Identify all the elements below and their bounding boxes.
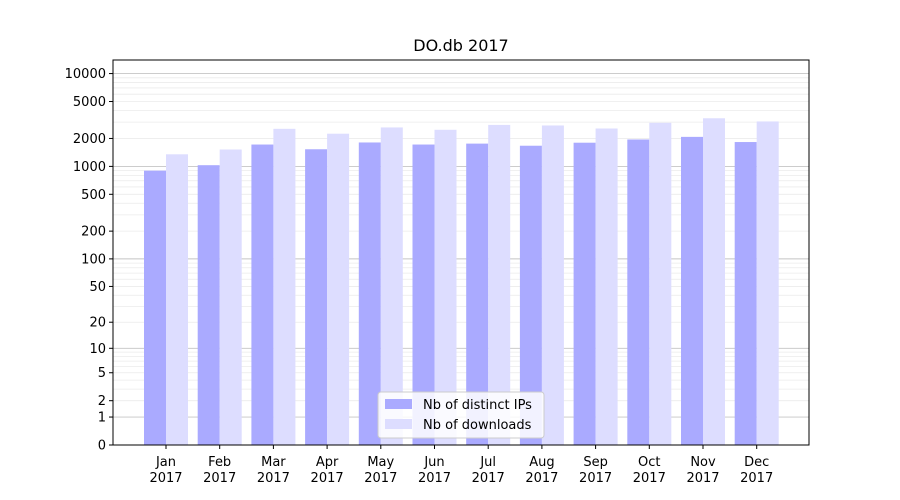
x-tick-label-year: 2017 — [633, 471, 666, 486]
y-tick-label: 10000 — [65, 67, 106, 82]
y-tick-label: 0 — [98, 439, 106, 454]
bar-distinct-ips — [412, 144, 435, 445]
x-tick-label-month: Jul — [479, 455, 496, 470]
y-tick-label: 20 — [89, 316, 106, 331]
x-tick-label-year: 2017 — [203, 471, 236, 486]
plot-frame — [112, 59, 810, 446]
x-axis: Jan2017Feb2017Mar2017Apr2017May2017Jun20… — [149, 445, 773, 486]
legend-swatch — [385, 399, 412, 409]
x-tick-label-year: 2017 — [525, 471, 558, 486]
x-tick-label-month: Sep — [583, 455, 608, 470]
x-tick-label-year: 2017 — [579, 471, 612, 486]
x-tick-label-year: 2017 — [364, 471, 397, 486]
bars — [144, 118, 779, 446]
y-tick-label: 5000 — [73, 95, 106, 110]
y-axis: 0 1 2 5 10 20 50 100 200 500 1000 2000 5000 10000 — [65, 67, 113, 454]
bar-downloads — [541, 125, 564, 445]
bar-distinct-ips — [573, 142, 596, 445]
bar-downloads — [756, 121, 779, 445]
x-tick-label-month: Nov — [690, 455, 716, 470]
bar-distinct-ips — [519, 145, 542, 445]
bar-distinct-ips — [305, 149, 328, 445]
y-tick-label: 200 — [81, 225, 106, 240]
x-tick-label-year: 2017 — [418, 471, 451, 486]
bar-downloads — [273, 128, 296, 445]
bar-distinct-ips — [251, 144, 274, 445]
y-tick-label: 50 — [89, 280, 106, 295]
y-tick-label: 2000 — [73, 132, 106, 147]
bar-downloads — [488, 124, 511, 445]
bar-distinct-ips — [681, 136, 703, 445]
x-tick-label-month: Jan — [155, 455, 176, 470]
legend-label: Nb of downloads — [423, 418, 532, 433]
y-tick-label: 2 — [98, 394, 106, 409]
legend-swatch — [385, 419, 412, 429]
bar-distinct-ips — [466, 143, 489, 445]
bar-downloads — [434, 129, 457, 446]
x-tick-label-month: Jun — [423, 455, 444, 470]
y-tick-label: 1000 — [73, 160, 106, 175]
chart-title: DO.db 2017 — [413, 36, 508, 55]
y-tick-label: 1 — [98, 411, 106, 426]
x-tick-label-year: 2017 — [686, 471, 719, 486]
x-tick-label-month: Mar — [261, 455, 286, 470]
x-tick-label-month: Dec — [744, 455, 769, 470]
y-tick-label: 500 — [81, 188, 106, 203]
bar-distinct-ips — [627, 139, 650, 445]
x-tick-label-month: Aug — [529, 455, 554, 470]
bar-distinct-ips — [144, 170, 166, 445]
bar-downloads — [380, 127, 403, 445]
legend-box — [377, 391, 545, 439]
y-tick-label: 100 — [81, 252, 106, 267]
bar-downloads — [595, 128, 618, 445]
y-tick-label: 10 — [89, 342, 106, 357]
x-tick-label-month: Oct — [638, 455, 660, 470]
x-tick-label-month: Feb — [208, 455, 231, 470]
bar-distinct-ips — [734, 142, 757, 445]
bar-downloads — [703, 118, 725, 445]
legend: Nb of distinct IPs Nb of downloads — [377, 391, 545, 439]
legend-label: Nb of distinct IPs — [423, 398, 532, 413]
bar-distinct-ips — [358, 142, 381, 446]
x-tick-label-month: Apr — [316, 455, 339, 470]
bar-downloads — [219, 149, 242, 445]
x-tick-label-year: 2017 — [311, 471, 344, 486]
y-tick-label: 5 — [98, 366, 106, 381]
x-tick-label-month: May — [367, 455, 394, 470]
bar-downloads — [649, 122, 672, 446]
x-tick-label-year: 2017 — [472, 471, 505, 486]
bar-downloads — [327, 133, 350, 445]
bar-distinct-ips — [197, 165, 220, 445]
x-tick-label-year: 2017 — [740, 471, 773, 486]
x-tick-label-year: 2017 — [257, 471, 290, 486]
x-tick-label-year: 2017 — [149, 471, 182, 486]
bar-downloads — [166, 154, 188, 445]
